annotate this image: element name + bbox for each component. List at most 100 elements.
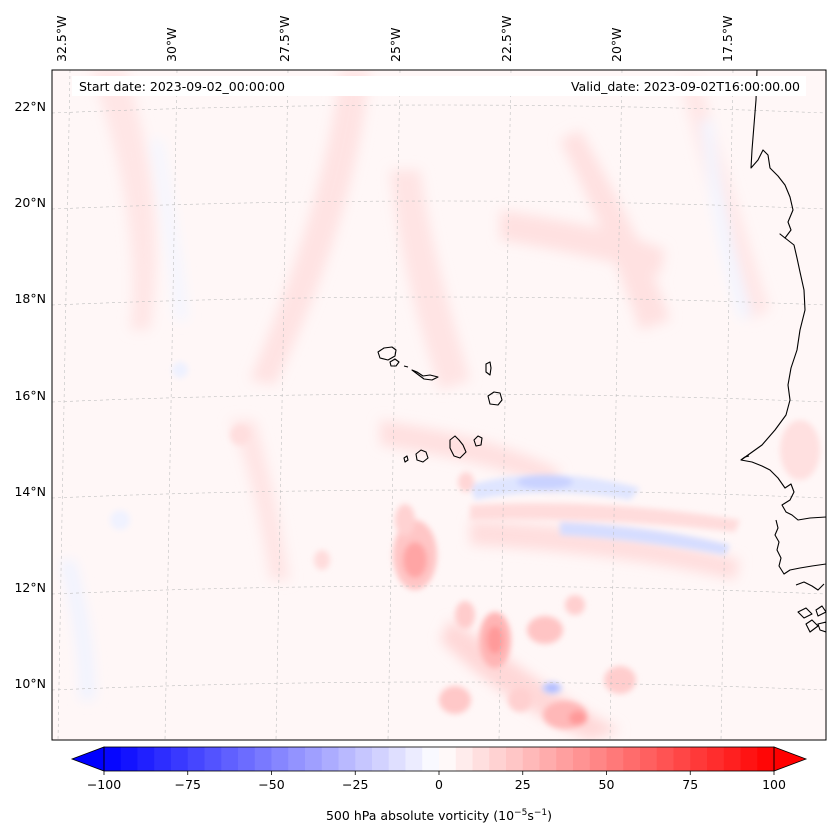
- latitude-labels: 22°N 20°N 18°N 16°N 14°N 12°N 10°N: [14, 99, 46, 691]
- lon-label-30w: 30°W: [164, 27, 179, 62]
- africa-coastline: [740, 70, 826, 521]
- colorbar-segment: [372, 747, 390, 771]
- colorbar-tick-label: 25: [515, 777, 531, 792]
- colorbar-segment: [305, 747, 323, 771]
- island-sal: [485, 361, 492, 376]
- lon-label-32-5w: 32.5°W: [54, 16, 69, 62]
- colorbar-segment: [539, 747, 557, 771]
- meridian-gridline: [498, 70, 512, 740]
- lat-label-12n: 12°N: [14, 580, 46, 595]
- colorbar-label-end: ): [547, 808, 552, 823]
- meridian-gridline: [720, 70, 734, 740]
- colorbar-segment: [405, 747, 423, 771]
- map-background: [52, 70, 826, 740]
- dakar-peninsula: [740, 455, 750, 461]
- colorbar-segment: [656, 747, 674, 771]
- valid-date-text: Valid_date: 2023-09-02T16:00:00.00: [571, 79, 800, 94]
- colorbar-extend-low-arrow: [70, 746, 105, 772]
- lon-label-27-5w: 27.5°W: [277, 16, 292, 62]
- colorbar-label-exp2: −1: [534, 808, 547, 818]
- colorbar-segment: [171, 747, 189, 771]
- parallel-gridline: [52, 296, 826, 306]
- colorbar-segment: [288, 747, 306, 771]
- date-header-box: [72, 76, 806, 96]
- lon-label-22-5w: 22.5°W: [499, 16, 514, 62]
- gambia-coast: [774, 519, 826, 575]
- island-sao-vicente: [389, 358, 400, 367]
- island-santa-luzia: [403, 365, 409, 368]
- colorbar-segment: [556, 747, 574, 771]
- island-boa-vista: [487, 391, 503, 406]
- lon-label-20w: 20°W: [609, 27, 624, 62]
- colorbar-tick-label: −25: [342, 777, 368, 792]
- lon-label-17-5w: 17.5°W: [720, 16, 735, 62]
- colorbar-tick-label: −75: [175, 777, 201, 792]
- colorbar-segment: [573, 747, 591, 771]
- guinea-bissau-coast: [795, 581, 825, 591]
- colorbar-tick-label: 50: [599, 777, 615, 792]
- colorbar-label-exp1: −5: [514, 808, 527, 818]
- colorbar-segment: [757, 747, 775, 771]
- map-frame: [51, 69, 827, 741]
- colorbar-segment: [422, 747, 440, 771]
- colorbar-segment: [673, 747, 691, 771]
- colorbar-segment: [472, 747, 490, 771]
- colorbar-segment: [154, 747, 172, 771]
- lon-label-25w: 25°W: [388, 27, 403, 62]
- parallel-gridline: [52, 489, 826, 499]
- colorbar-segment: [221, 747, 239, 771]
- colorbar-label-mid: s: [527, 808, 534, 823]
- parallel-gridline: [52, 104, 826, 114]
- lat-label-10n: 10°N: [14, 676, 46, 691]
- colorbar-segment: [388, 747, 406, 771]
- colorbar-segment: [522, 747, 540, 771]
- colorbar-label-main: 500 hPa absolute vorticity (10: [326, 808, 514, 823]
- colorbar-segment: [187, 747, 205, 771]
- coastlines: [377, 70, 826, 633]
- colorbar-segment: [321, 747, 339, 771]
- colorbar-segment: [238, 747, 256, 771]
- parallel-gridline: [52, 200, 826, 210]
- colorbar-segment: [606, 747, 624, 771]
- meridian-gridline: [275, 70, 289, 740]
- colorbar-segment: [640, 747, 658, 771]
- colorbar-extend-high-arrow: [773, 746, 808, 772]
- island-brava: [403, 455, 409, 463]
- longitude-labels: 32.5°W 30°W 27.5°W 25°W 22.5°W 20°W 17.5…: [54, 16, 735, 62]
- colorbar-segment: [723, 747, 741, 771]
- colorbar-segment: [271, 747, 289, 771]
- island-sao-nicolau: [411, 369, 439, 381]
- vorticity-field: [60, 70, 820, 740]
- parallel-gridline: [52, 681, 826, 691]
- colorbar-segment: [254, 747, 272, 771]
- colorbar-segment: [589, 747, 607, 771]
- colorbar-segment: [489, 747, 507, 771]
- colorbar: −100 −75 −50 −25 0 25 50 75 100 500 hPa absolute…: [70, 746, 808, 823]
- start-date-text: Start date: 2023-09-02_00:00:00: [79, 79, 285, 94]
- island-fogo: [415, 449, 429, 463]
- lat-label-16n: 16°N: [14, 388, 46, 403]
- colorbar-segment: [439, 747, 457, 771]
- colorbar-segment: [707, 747, 725, 771]
- colorbar-tick-label: −100: [87, 777, 121, 792]
- colorbar-segment: [104, 747, 122, 771]
- colorbar-segment: [690, 747, 708, 771]
- lat-label-20n: 20°N: [14, 195, 46, 210]
- gridlines: [52, 70, 826, 740]
- colorbar-ticks: −100 −75 −50 −25 0 25 50 75 100: [87, 771, 786, 792]
- meridian-gridline: [57, 70, 71, 740]
- colorbar-segments: [104, 747, 775, 771]
- colorbar-segment: [137, 747, 155, 771]
- colorbar-tick-label: 75: [682, 777, 698, 792]
- island-santiago: [449, 435, 467, 459]
- colorbar-segment: [338, 747, 356, 771]
- colorbar-label: 500 hPa absolute vorticity (10−5s−1): [326, 808, 552, 823]
- colorbar-tick-label: −50: [258, 777, 284, 792]
- lat-label-18n: 18°N: [14, 291, 46, 306]
- meridian-gridline: [387, 70, 401, 740]
- bissagos-islands: [797, 605, 826, 633]
- lat-label-22n: 22°N: [14, 99, 46, 114]
- colorbar-segment: [120, 747, 138, 771]
- parallel-gridline: [52, 393, 826, 403]
